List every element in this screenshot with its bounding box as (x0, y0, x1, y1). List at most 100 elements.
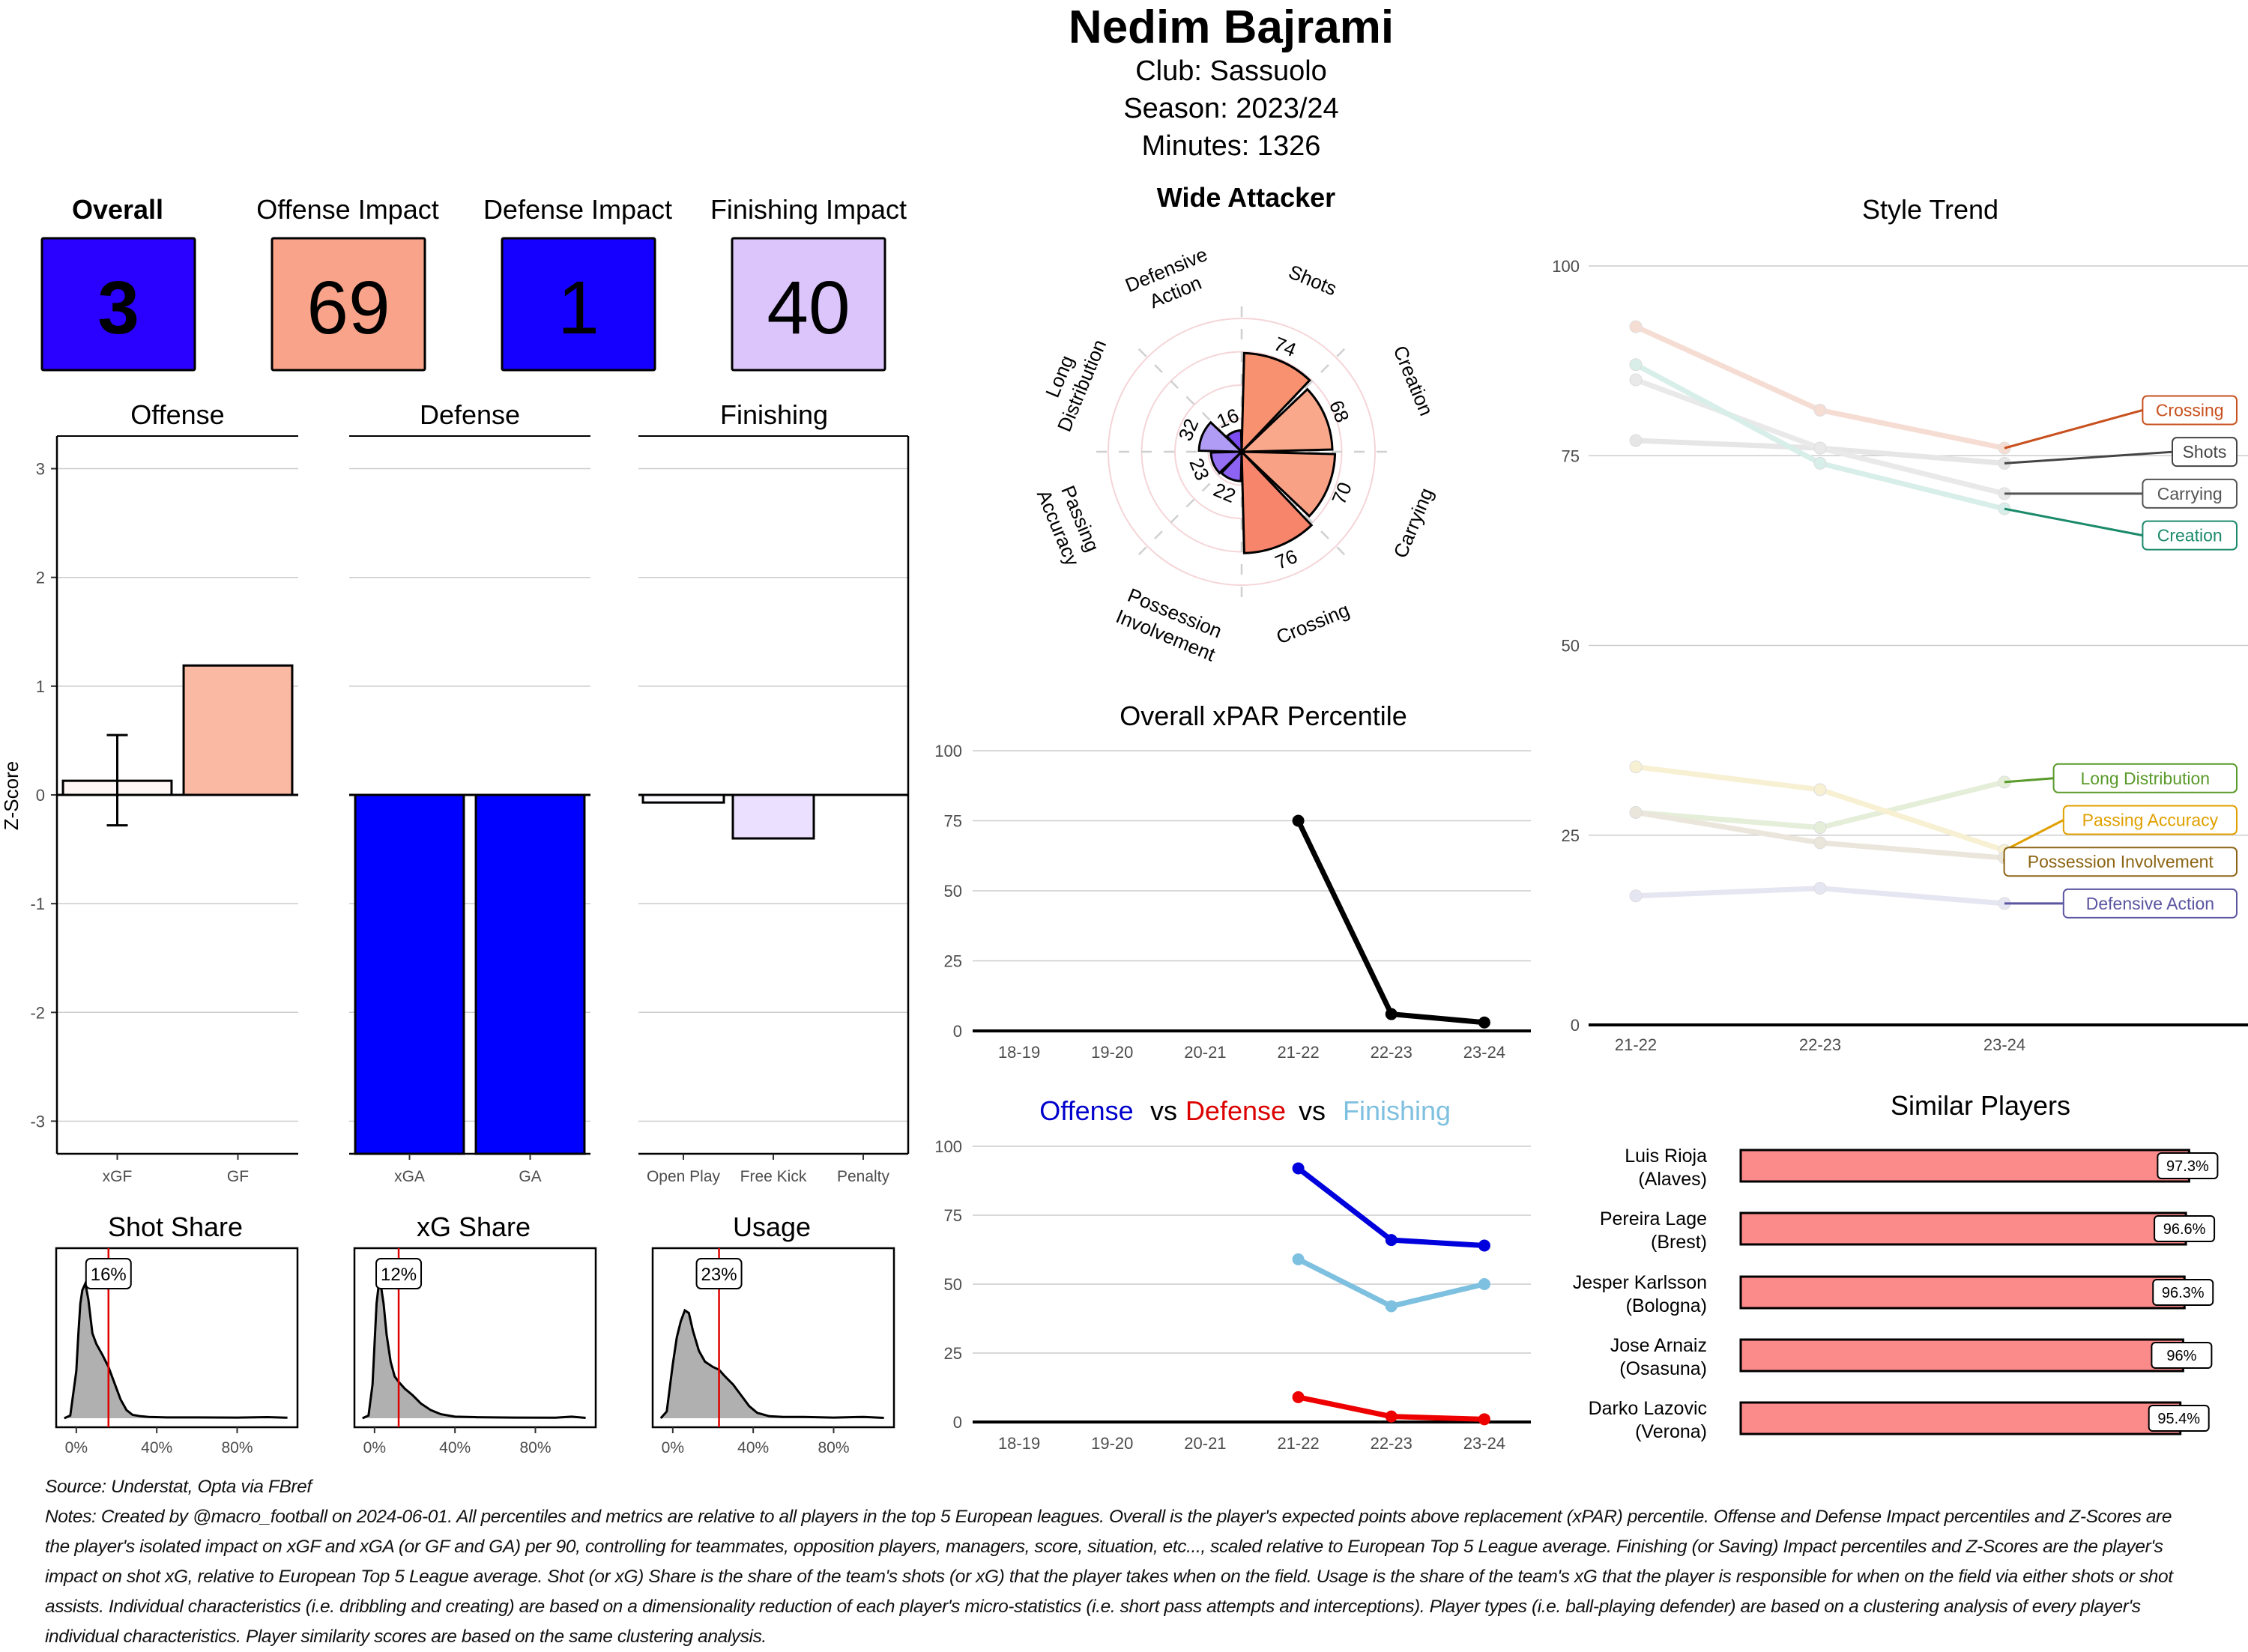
odf-chart: Offense vs Defense vs Finishing 02550751… (934, 1095, 1531, 1453)
style-label: Long Distribution (2080, 769, 2210, 788)
data-point (1478, 1239, 1490, 1251)
style-label-connector (2004, 452, 2172, 463)
odf-title-defense: Defense (1185, 1095, 1286, 1126)
y-tick-label: 50 (944, 1275, 962, 1294)
style-point (1630, 321, 1642, 333)
style-point (1630, 435, 1642, 447)
bar-ga (476, 795, 584, 1154)
x-tick-label: 80% (818, 1439, 849, 1456)
style-line-crossing (1636, 327, 2004, 448)
player-name: Darko Lazovic (1589, 1398, 1707, 1419)
y-tick-label: 0 (953, 1413, 962, 1432)
summary-value: 40 (767, 266, 850, 350)
style-point (1630, 359, 1642, 371)
player-name: Pereira Lage (1600, 1208, 1707, 1229)
y-tick-label: 75 (944, 812, 962, 831)
y-tick-label: 50 (944, 882, 962, 901)
data-point (1293, 1391, 1305, 1403)
player-name: Nedim Bajrami (1069, 1, 1394, 53)
player-club: (Verona) (1635, 1421, 1707, 1442)
notes-line: individual characteristics. Player simil… (45, 1622, 2233, 1652)
data-point (1478, 1413, 1490, 1425)
similarity-label: 95.4% (2157, 1411, 2200, 1427)
similarity-label: 96.3% (2162, 1285, 2205, 1301)
similarity-label: 96.6% (2163, 1221, 2206, 1238)
summary-box-finishing-impact: Finishing Impact 40 (710, 194, 907, 370)
source-line: Source: Understat, Opta via FBref (45, 1472, 2233, 1502)
panel-title-finishing: Finishing (720, 399, 828, 430)
notes-line: Notes: Created by @macro_football on 202… (45, 1502, 2233, 1532)
summary-value: 3 (97, 266, 139, 350)
y-tick-label: 100 (934, 1137, 962, 1156)
similarity-bar (1741, 1403, 2181, 1434)
odf-title-offense: Offense (1039, 1095, 1133, 1126)
summary-label: Finishing Impact (710, 194, 907, 225)
x-tick-label: 40% (439, 1439, 471, 1456)
style-label-connector (2004, 410, 2142, 448)
style-point (1630, 806, 1642, 818)
x-tick-label: 18-19 (998, 1434, 1040, 1453)
radar-category-line: Creation (1389, 342, 1437, 419)
similarity-label: 96% (2166, 1348, 2196, 1364)
bar-xga (355, 795, 464, 1154)
distribution-charts: Shot Share xG Share Usage 16%0%40%80%12%… (56, 1211, 894, 1456)
data-point (1386, 1008, 1398, 1020)
x-tick-label: 40% (141, 1439, 172, 1456)
similarity-bar (1741, 1340, 2183, 1371)
data-point (1293, 1162, 1305, 1174)
footer-notes: Source: Understat, Opta via FBref Notes:… (45, 1472, 2233, 1652)
player-name: Luis Rioja (1625, 1146, 1707, 1167)
x-tick-label: GF (227, 1168, 249, 1185)
style-point (1814, 404, 1826, 416)
y-tick-label: 50 (1562, 637, 1580, 656)
similar-players-title: Similar Players (1891, 1090, 2070, 1121)
odf-title-finishing: Finishing (1343, 1095, 1451, 1126)
similarity-bar (1741, 1150, 2189, 1181)
y-tick-label: 0 (953, 1022, 962, 1041)
style-label: Crossing (2156, 400, 2224, 420)
zscore-chart: Z-Score Offense Defense Finishing 3210-1… (0, 399, 908, 1185)
data-point (1386, 1300, 1398, 1312)
player-club: (Osasuna) (1619, 1358, 1707, 1379)
radar-value-label: 76 (1272, 545, 1300, 574)
notes-line: the player's isolated impact on xGF and … (45, 1532, 2233, 1562)
summary-label: Offense Impact (256, 194, 438, 225)
x-tick-label: 23-24 (1983, 1035, 2025, 1054)
xpar-title: Overall xPAR Percentile (1120, 701, 1406, 731)
summary-boxes: Overall 3 Offense Impact 69 Defense Impa… (42, 194, 907, 370)
minutes-line: Minutes: 1326 (1142, 130, 1321, 162)
style-label: Passing Accuracy (2082, 810, 2219, 829)
radar-category-label: Crossing (1273, 599, 1353, 649)
series-line-overall (1299, 821, 1484, 1023)
bar-open-play (643, 795, 724, 802)
player-name: Jesper Karlsson (1573, 1272, 1707, 1293)
radar-value-label: 70 (1327, 479, 1356, 507)
style-point (1814, 784, 1826, 796)
y-tick-label: 25 (944, 952, 962, 971)
x-tick-label: 0% (65, 1439, 88, 1456)
notes-line: assists. Individual characteristics (i.e… (45, 1592, 2233, 1622)
y-tick-label: 100 (934, 742, 962, 760)
x-tick-label: 18-19 (998, 1043, 1040, 1062)
x-tick-label: 21-22 (1277, 1043, 1319, 1062)
style-label: Possession Involvement (2028, 852, 2214, 871)
x-tick-label: 0% (662, 1439, 684, 1456)
series-line-offense (1299, 1168, 1484, 1245)
radar-value-label: 32 (1174, 415, 1203, 444)
style-label-connector (2004, 778, 2054, 782)
style-label: Carrying (2157, 484, 2223, 503)
player-name: Jose Arnaiz (1610, 1335, 1707, 1356)
y-axis-label: Z-Score (0, 761, 22, 830)
radar-category-label: DefensiveAction (1122, 243, 1220, 319)
bar-free-kick (733, 795, 814, 838)
x-tick-label: GA (519, 1168, 541, 1185)
style-point (1814, 442, 1826, 454)
marker-label: 23% (701, 1265, 737, 1285)
style-point (1814, 822, 1826, 834)
odf-title-vs: vs (1150, 1095, 1177, 1126)
style-point (1630, 374, 1642, 386)
style-point (1814, 883, 1826, 895)
radar-category-label: PassingAccuracy (1033, 477, 1106, 569)
style-point (1630, 890, 1642, 902)
style-label: Defensive Action (2086, 894, 2214, 913)
